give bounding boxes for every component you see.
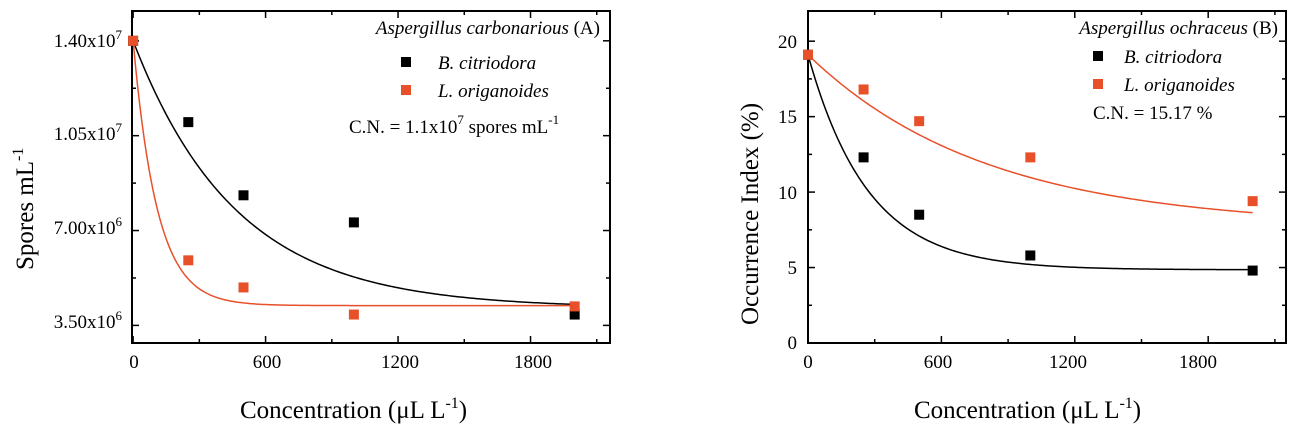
panel-b-legend-marker-l-origanoides (1093, 79, 1103, 89)
panel-a-y-axis-label: Spores mL-1 (10, 148, 39, 270)
panel-b-title-suffix: (B) (1248, 18, 1278, 39)
panel-a-x-axis-label-text: Concentration (μL L (240, 397, 445, 424)
panel-a-x-tick-label-0: 0 (129, 352, 139, 373)
panel-a-point-b-citriodora-2000 (569, 309, 580, 320)
panel-a-fit-curve-l-origanoides (132, 40, 575, 307)
panel-a-point-l-origanoides-2000 (569, 301, 580, 312)
panel-b-legend-label-b-citriodora: B. citriodora (1124, 47, 1222, 68)
panel-a-annotation-unit: spores mL (464, 117, 548, 138)
panel-b-legend-label-l-origanoides: L. origanoides (1123, 75, 1235, 96)
panel-a-title-species: Aspergillus carbonarious (374, 18, 569, 39)
panel-b-point-l-origanoides-500 (914, 116, 925, 127)
panel-a-point-b-citriodora-1000 (348, 217, 359, 228)
panel-b-y-tick-label-10: 10 (778, 183, 797, 204)
panel-a-title: Aspergillus carbonarious (A) (374, 18, 600, 39)
panel-a-x-tick-label-1200: 1200 (381, 352, 419, 373)
panel-a-y-axis-label-exp: -1 (10, 148, 27, 161)
panel-a-critical-number-annotation: C.N. = 1.1x107 spores mL-1 (349, 112, 559, 138)
panel-b-y-tick-label-15: 15 (778, 107, 797, 128)
panel-a-plot-frame (131, 10, 611, 344)
panel-b-title: Aspergillus ochraceus (B) (1077, 18, 1278, 39)
panel-a-legend-label-l-origanoides: L. origanoides (437, 81, 549, 102)
panel-b-point-b-citriodora-500 (914, 209, 925, 220)
panel-b-legend-marker-b-citriodora (1093, 51, 1103, 61)
panel-a-x-tick-label-1800: 1800 (514, 352, 552, 373)
panel-b-y-tick-label-20: 20 (778, 32, 797, 53)
panel-a-legend-marker-b-citriodora (401, 57, 411, 67)
panel-b-fit-curve-l-origanoides (807, 54, 1253, 214)
panel-a-point-l-origanoides-250 (183, 255, 194, 266)
panel-a-y-tick-label-1.05e7: 1.05x107 (54, 120, 123, 145)
panel-a-x-axis-label-close: ) (459, 397, 467, 424)
panel-a-x-tick-label-600: 600 (253, 352, 282, 373)
panel-a-point-l-origanoides-0 (128, 35, 139, 46)
panel-b-point-b-citriodora-1000 (1025, 250, 1036, 261)
panel-b-x-tick-label-1800: 1800 (1179, 352, 1217, 373)
panel-b-point-l-origanoides-250 (858, 84, 869, 95)
panel-a-annotation-unit-exp: -1 (548, 112, 559, 127)
panel-a-x-axis-label: Concentration (μL L-1) (240, 395, 467, 424)
panel-b-x-axis-label-exp: -1 (1119, 395, 1132, 412)
panel-a-legend-label-b-citriodora: B. citriodora (438, 53, 536, 74)
panel-a-point-b-citriodora-250 (183, 117, 194, 128)
panel-b-x-tick-label-1200: 1200 (1049, 352, 1087, 373)
panel-a-legend-marker-l-origanoides (401, 85, 411, 95)
panel-b-point-b-citriodora-250 (858, 152, 869, 163)
panel-a-annotation-exp: 7 (457, 112, 464, 127)
panel-b-point-l-origanoides-2000 (1247, 196, 1258, 207)
panel-b-y-axis-label: Occurrence Index (%) (737, 103, 764, 325)
panel-b-x-axis-label: Concentration (μL L-1) (914, 395, 1141, 424)
panel-a-data-marks (128, 11, 610, 343)
panel-a-point-l-origanoides-1000 (348, 309, 359, 320)
panel-b-data-marks (803, 11, 1286, 344)
panel-b-x-axis-label-close: ) (1133, 397, 1141, 424)
panel-a-title-suffix: (A) (569, 18, 600, 39)
panel-b-y-tick-label-5: 5 (788, 258, 798, 279)
panel-b-point-b-citriodora-2000 (1247, 265, 1258, 276)
panel-a-annotation-base: C.N. = 1.1x10 (349, 117, 457, 138)
panel-b: Aspergillus ochraceus (B) B. citriodora … (737, 10, 1287, 424)
panel-a-y-tick-label-3.5e6: 3.50x106 (54, 308, 123, 333)
panel-a-x-axis-label-exp: -1 (445, 395, 458, 412)
panel-a: Aspergillus carbonarious (A) B. citriodo… (10, 10, 611, 424)
panel-a-point-b-citriodora-500 (238, 190, 249, 201)
panel-a-y-tick-label-1.4e7: 1.40x107 (54, 27, 123, 52)
panel-b-plot-frame (807, 10, 1287, 344)
panel-b-x-tick-label-0: 0 (803, 352, 813, 373)
panel-b-x-tick-label-600: 600 (924, 352, 953, 373)
panel-a-fit-curve-b-citriodora (132, 40, 575, 306)
panel-b-x-axis-label-text: Concentration (μL L (914, 397, 1119, 424)
panel-b-title-species: Aspergillus ochraceus (1077, 18, 1248, 39)
panel-b-critical-number-annotation: C.N. = 15.17 % (1093, 103, 1213, 124)
panel-b-fit-curve-b-citriodora (807, 54, 1253, 271)
panel-b-y-tick-label-0: 0 (788, 333, 798, 354)
panel-b-point-l-origanoides-1000 (1025, 152, 1036, 163)
panel-a-y-axis-label-text: Spores mL (12, 161, 39, 270)
panel-a-y-tick-label-7e6: 7.00x106 (54, 214, 123, 239)
panel-a-point-l-origanoides-500 (238, 282, 249, 293)
panel-b-point-l-origanoides-0 (803, 49, 813, 60)
